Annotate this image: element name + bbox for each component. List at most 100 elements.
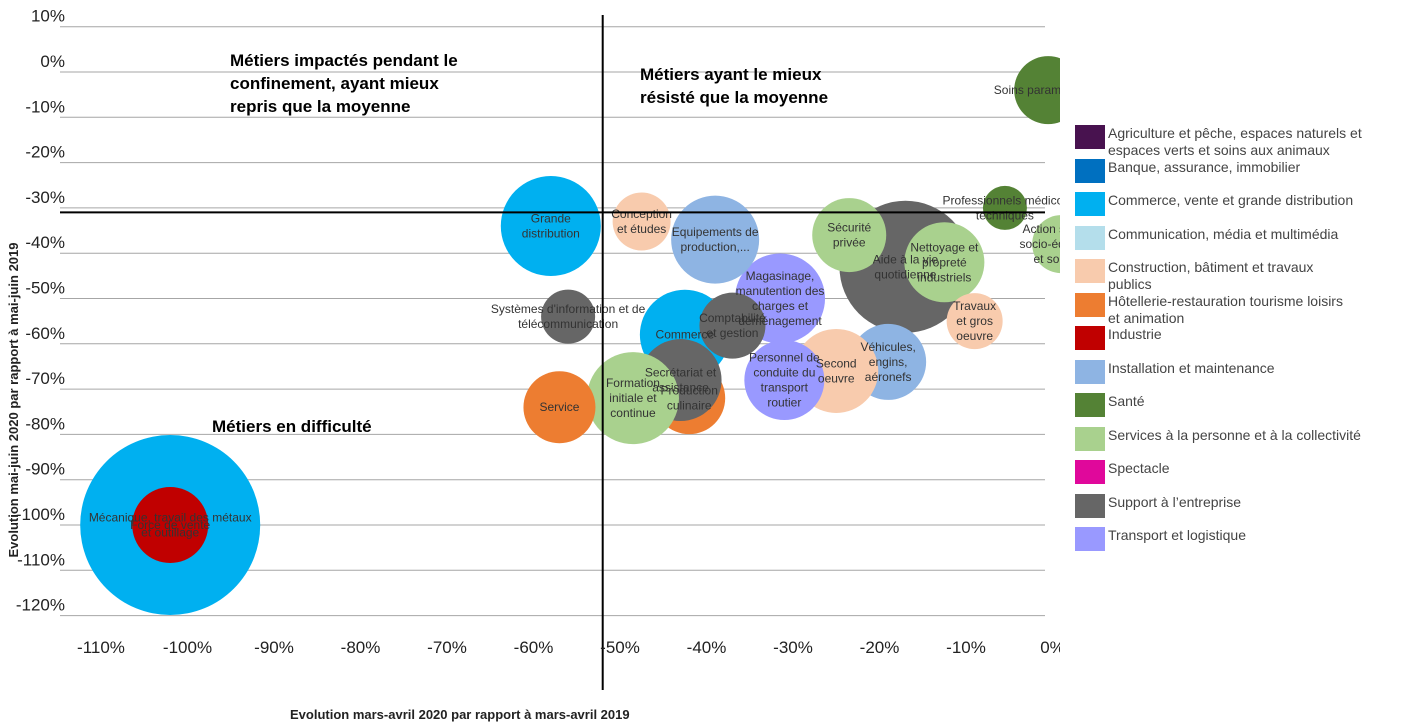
legend-swatch: [1075, 326, 1105, 350]
bubble-label: Véhicules, engins, aéronefs: [860, 340, 915, 384]
bubble-label: Equipements de production,...: [672, 225, 759, 254]
bubble-label-line: Soins paramédicaux: [994, 83, 1060, 97]
bubble-label-line: télécommunication: [518, 317, 618, 331]
legend-swatch: [1075, 527, 1105, 551]
legend-item: Services à la personne et à la collectiv…: [1075, 426, 1410, 461]
legend-swatch: [1075, 192, 1105, 216]
bubble-label-line: manutention des: [736, 284, 825, 298]
bubble-label-line: Magasinage,: [746, 269, 815, 283]
y-tick-label: -110%: [17, 550, 65, 569]
legend-item: Communication, média et multimédia: [1075, 225, 1410, 260]
bubble-label-line: Commerce: [656, 328, 715, 342]
legend-swatch: [1075, 292, 1105, 317]
bubble: [671, 195, 760, 284]
quadrant-label: Métiers en difficulté: [212, 417, 372, 436]
legend-label: Construction, bâtiment et travaux publics: [1108, 259, 1314, 292]
quadrant-label-line: confinement, ayant mieux: [230, 74, 439, 93]
bubble-label: Production culinaire: [661, 384, 718, 413]
y-tick-label: 0%: [40, 52, 65, 71]
y-tick-label: -90%: [25, 460, 65, 479]
axis-ticks: 10% 0% -10% -20% -30% -40% -50% -60% -70% -80% -90…: [16, 7, 1060, 657]
bubble-label: Magasinage, manutention des charges et démé…: [736, 269, 825, 328]
bubble-label-line: et gros: [956, 314, 993, 328]
legend-label: Commerce, vente et grande distribution: [1108, 192, 1354, 208]
legend-item: Support à l’entreprise: [1075, 493, 1410, 528]
legend-swatch: [1075, 225, 1105, 250]
bubble: [500, 176, 601, 277]
bubble-label-line: transport: [761, 381, 809, 395]
legend-label: Support à l’entreprise: [1108, 493, 1242, 510]
bubble-label-line: Force de vente: [130, 518, 210, 532]
bubble-label-line: production,...: [680, 240, 749, 254]
bubble-label-line: Secrétariat et: [645, 366, 717, 380]
quadrant-label: Métiers impactés pendant le confinement, …: [230, 51, 458, 116]
bubble-label: Comptabilité et gestion: [699, 311, 766, 340]
quadrant-label-line: repris que la moyenne: [230, 97, 410, 116]
bubble-label: Conception et études: [611, 207, 672, 236]
bubble-label: Second oeuvre: [816, 356, 857, 385]
x-axis-title: Evolution mars-avril 2020 par rapport à …: [290, 707, 630, 722]
bubble-label-line: Professionnels médico-: [943, 193, 1060, 207]
legend-item: Commerce, vente et grande distribution: [1075, 192, 1410, 226]
bubble: [612, 192, 671, 251]
bubble-label-line: techniques: [976, 208, 1034, 222]
bubble-label-line: propreté: [922, 255, 967, 269]
bubble-label-line: assistance: [652, 381, 709, 395]
x-tick-label: -90%: [254, 638, 294, 657]
x-tick-label: -80%: [341, 638, 381, 657]
legend-swatch: [1075, 259, 1105, 283]
bubble: [982, 185, 1027, 230]
bubble-label: Force de vente: [130, 518, 210, 532]
bubble-label-line: continue: [610, 406, 656, 420]
bubble-label-line: et outillage: [141, 526, 199, 540]
bubble-label-line: Personnel de: [749, 351, 820, 365]
bubble-label-line: Equipements de: [672, 225, 759, 239]
bubble-label-line: Véhicules,: [860, 340, 915, 354]
y-tick-label: -10%: [25, 97, 65, 116]
bubble: [1032, 215, 1060, 274]
bubble-label: Personnel de conduite du transport routier: [749, 351, 820, 410]
legend-item: Installation et maintenance: [1075, 359, 1410, 394]
bubble-label-line: routier: [767, 396, 801, 410]
bubble-label: Secrétariat et assistance: [645, 366, 717, 395]
x-tick-label: -110%: [77, 638, 125, 657]
bubble-label-line: Sécurité: [827, 221, 871, 235]
bubble: [744, 340, 825, 421]
y-axis-title: Evolution mai-juin 2020 par rapport à ma…: [6, 243, 21, 558]
bubble-label: Sécurité privée: [827, 221, 871, 250]
x-tick-label: -100%: [163, 638, 212, 657]
y-tick-label: -70%: [25, 369, 65, 388]
bubble: [699, 292, 766, 359]
bubble-label-line: charges et: [752, 299, 809, 313]
legend-label: Transport et logistique: [1108, 527, 1246, 543]
x-tick-label: 0%: [1040, 638, 1060, 657]
bubble-label-line: Nettoyage et: [910, 240, 979, 254]
y-tick-label: -60%: [25, 324, 65, 343]
bubble-label-line: aéronefs: [865, 370, 912, 384]
legend-item: Banque, assurance, immobilier: [1075, 158, 1410, 193]
y-tick-label: -80%: [25, 414, 65, 433]
legend-label: Services à la personne et à la collectiv…: [1108, 426, 1361, 443]
bubble-label-line: Mécanique, travail des métaux: [89, 511, 252, 525]
x-tick-label: -70%: [427, 638, 467, 657]
bubble-label: Formation initiale et continue: [606, 376, 660, 420]
bubble-label-line: socio-éducative: [1019, 237, 1060, 251]
quadrant-label-line: Métiers ayant le mieux: [640, 65, 822, 84]
y-tick-label: -40%: [25, 233, 65, 252]
legend-label: Banque, assurance, immobilier: [1108, 158, 1301, 175]
bubble-label-line: conduite du: [753, 366, 815, 380]
bubble-label: Soins paramédicaux: [994, 83, 1060, 97]
y-tick-label: -50%: [25, 279, 65, 298]
legend-label: Installation et maintenance: [1108, 359, 1275, 376]
legend-label: Santé: [1108, 393, 1145, 409]
bubble: [523, 371, 596, 444]
bubble-label: Mécanique, travail des métaux et outillag…: [89, 511, 252, 540]
x-tick-label: -30%: [773, 638, 813, 657]
y-tick-label: -20%: [25, 143, 65, 162]
legend-swatch: [1075, 158, 1105, 183]
y-tick-label: -120%: [16, 596, 65, 615]
bubble: [812, 198, 887, 273]
legend-label: Communication, média et multimédia: [1108, 225, 1339, 242]
bubble: [1014, 56, 1060, 125]
